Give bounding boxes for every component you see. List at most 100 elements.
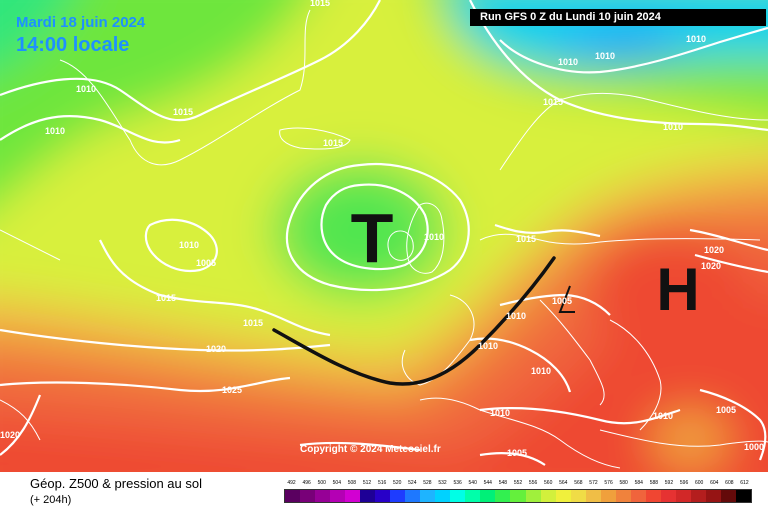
front-arrow [558, 285, 575, 313]
color-scale-swatch [510, 490, 526, 502]
color-scale-bar [284, 489, 752, 503]
isobar-label: 1015 [310, 0, 330, 8]
isobar-label: 1005 [507, 448, 527, 458]
color-scale-value: 608 [725, 480, 734, 486]
isobar-label: 1010 [686, 34, 706, 44]
color-scale-value: 568 [574, 480, 583, 486]
legend-title: Géop. Z500 & pression au sol [30, 476, 202, 491]
isobar-label: 1005 [552, 296, 572, 306]
isobar-label: 1015 [516, 234, 536, 244]
coastlines [0, 9, 768, 469]
isobar-label: 1010 [179, 240, 199, 250]
color-scale-swatch [450, 490, 466, 502]
isobar-label: 1010 [478, 341, 498, 351]
color-scale-value: 520 [393, 480, 402, 486]
front-line [272, 256, 556, 386]
legend-footer: Géop. Z500 & pression au sol (+ 204h) 49… [0, 472, 768, 512]
color-scale-value: 544 [483, 480, 492, 486]
color-scale-value: 512 [362, 480, 372, 486]
color-scale-swatch [720, 490, 736, 502]
isobar-label: 1010 [506, 311, 526, 321]
isobar-label: 1015 [543, 97, 563, 107]
color-scale-value: 528 [423, 480, 432, 486]
isobar-labels: 1010 1010 1015 1015 1010 1010 1010 1015 1010 1010… [0, 0, 764, 458]
color-scale-value: 592 [664, 480, 674, 486]
color-scale-value: 500 [317, 480, 326, 486]
color-scale-value: 600 [694, 480, 704, 486]
color-scale-value: 492 [287, 480, 296, 486]
color-scale-swatch [315, 490, 331, 502]
isobar-label: 1000 [744, 442, 764, 452]
color-scale-swatch [465, 490, 481, 502]
color-scale-swatch [495, 490, 511, 502]
color-scale-value: 596 [679, 480, 689, 486]
color-scale-swatch [525, 490, 541, 502]
color-scale-swatch [585, 490, 601, 502]
color-scale-value: 524 [408, 480, 417, 486]
color-scale-value: 504 [332, 480, 341, 486]
color-scale-swatch [690, 490, 706, 502]
isobar-label: 1010 [531, 366, 551, 376]
color-scale-value: 540 [468, 480, 477, 486]
isobar-label: 1005 [196, 258, 216, 268]
isobar-label: 1020 [206, 344, 226, 354]
color-scale-value: 584 [634, 480, 643, 486]
geopotential-field [0, 0, 768, 472]
isobar-label: 1015 [173, 107, 193, 117]
forecast-time: 14:00 locale [16, 34, 130, 56]
color-scale-value: 516 [377, 480, 387, 486]
color-scale-value: 572 [589, 480, 598, 486]
isobar-label: 1015 [323, 138, 343, 148]
color-scale-labels: 492 496 500 504 508 512 516 520 524 528 532 536 540 5… [284, 480, 752, 488]
color-scale-swatch [660, 490, 676, 502]
color-scale-swatch [555, 490, 571, 502]
isobar-label: 1015 [156, 293, 176, 303]
color-scale-swatch [615, 490, 631, 502]
isobar-label: 1025 [222, 385, 242, 395]
isobar-label: 1015 [243, 318, 263, 328]
color-scale-value: 532 [438, 480, 447, 486]
isobar-label: 1010 [76, 84, 96, 94]
isobars [0, 0, 768, 465]
color-scale-swatch [375, 490, 391, 502]
color-scale-swatch [435, 490, 451, 502]
isobar-label: 1010 [558, 57, 578, 67]
color-scale-swatch [360, 490, 376, 502]
color-scale-swatch [390, 490, 406, 502]
copyright: Copyright © 2024 Meteociel.fr [300, 444, 441, 455]
color-scale-swatch [330, 490, 346, 502]
color-scale-value: 552 [513, 480, 523, 486]
color-scale-value: 580 [619, 480, 628, 486]
color-scale-swatch [645, 490, 661, 502]
legend-subtitle: (+ 204h) [30, 494, 72, 506]
isobar-label: 1010 [45, 126, 65, 136]
color-scale-swatch [600, 490, 616, 502]
run-info: Run GFS 0 Z du Lundi 10 juin 2024 [470, 9, 766, 26]
color-scale-value: 588 [649, 480, 659, 486]
color-scale-swatch [675, 490, 691, 502]
color-scale-swatch [480, 490, 496, 502]
weather-map: T H 101010101015101510101010101010151010… [0, 0, 768, 472]
isobar-label: 1010 [424, 232, 444, 242]
isobar-label: 1010 [663, 122, 683, 132]
color-scale-swatch [285, 490, 301, 502]
color-scale-swatch [540, 490, 556, 502]
color-scale-value: 536 [453, 480, 462, 486]
color-scale-swatch [705, 490, 721, 502]
isobar-label: 1010 [490, 408, 510, 418]
color-scale-value: 612 [740, 480, 749, 486]
color-scale-value: 576 [604, 480, 613, 486]
isobar-label: 1020 [701, 261, 721, 271]
color-scale-swatch [420, 490, 436, 502]
color-scale-value: 496 [302, 480, 311, 486]
isobar-label: 1020 [0, 430, 20, 440]
low-pressure-letter: T [351, 199, 394, 277]
color-scale-swatch [300, 490, 316, 502]
color-scale-swatch [345, 490, 361, 502]
color-scale-value: 604 [710, 480, 719, 486]
color-scale-value: 556 [528, 480, 538, 486]
isobar-label: 1005 [716, 405, 736, 415]
isobar-label: 1020 [704, 245, 724, 255]
color-scale-swatch [405, 490, 421, 502]
